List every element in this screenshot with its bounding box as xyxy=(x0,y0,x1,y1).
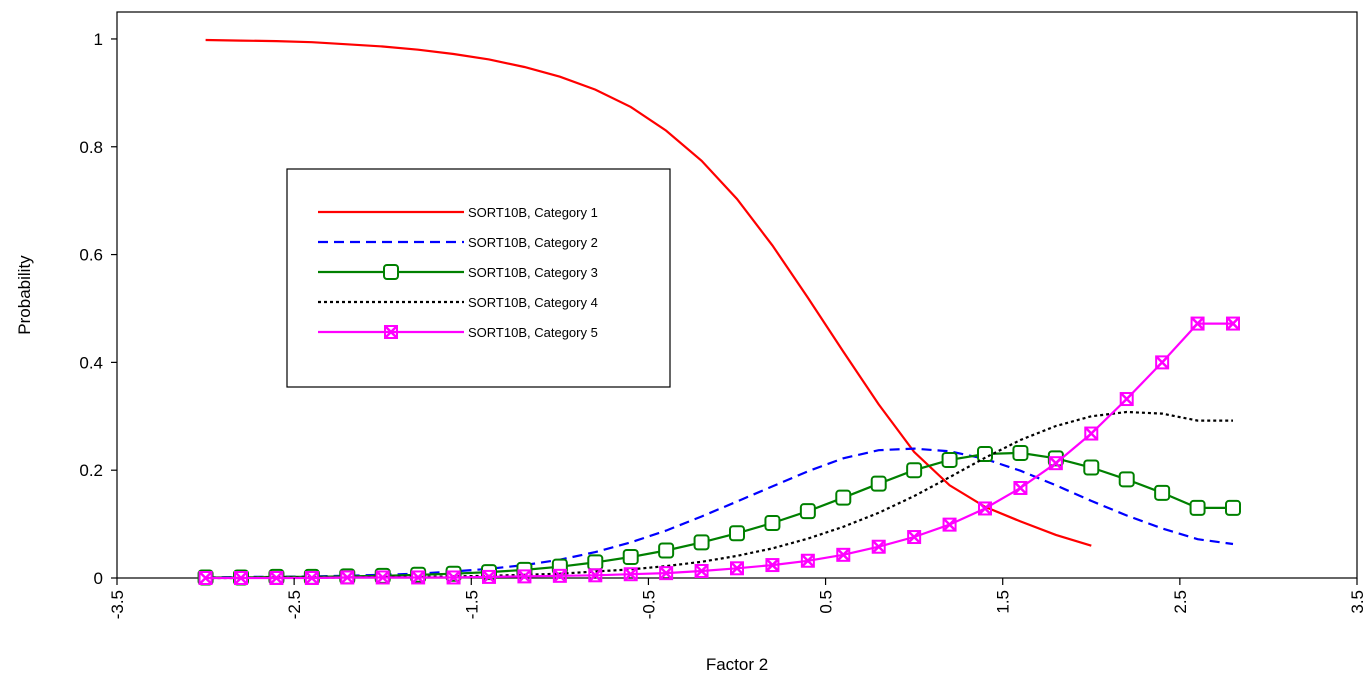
x-tick-label: 0.5 xyxy=(817,590,836,614)
legend-label: SORT10B, Category 3 xyxy=(468,265,598,280)
legend-box xyxy=(286,168,671,388)
series-5-point xyxy=(659,566,674,581)
legend-label: SORT10B, Category 1 xyxy=(468,205,598,220)
y-axis-title: Probability xyxy=(15,255,34,335)
series-3-point xyxy=(587,554,604,571)
legend-marker xyxy=(383,264,399,280)
series-5-point xyxy=(198,571,213,585)
series-line-4 xyxy=(205,410,1233,580)
series-3-point xyxy=(835,489,852,506)
series-5-point xyxy=(269,571,284,585)
series-5-point xyxy=(446,570,461,585)
series-line-1 xyxy=(205,38,1092,547)
legend-entry-5: SORT10B, Category 5 xyxy=(318,325,598,340)
series-5-point xyxy=(1013,480,1028,495)
series-5-point xyxy=(552,568,567,583)
plot-frame xyxy=(116,11,1358,579)
series-3-point xyxy=(1083,459,1100,476)
series-5-point xyxy=(800,553,815,568)
series-5-point xyxy=(978,501,992,516)
y-tick-label: 0.6 xyxy=(79,246,103,265)
series-3-point xyxy=(693,534,710,551)
series-5-point xyxy=(588,568,603,583)
series-5-point xyxy=(1155,355,1170,370)
series-3-point xyxy=(622,548,639,565)
legend-entry-4: SORT10B, Category 4 xyxy=(318,295,598,310)
series-5-point xyxy=(517,569,532,584)
series-5-point xyxy=(836,547,851,562)
series-3-point xyxy=(1189,499,1206,516)
series-3-point xyxy=(1118,471,1135,488)
series-5-point xyxy=(234,571,248,585)
series-line-2 xyxy=(205,447,1234,579)
series-3-point xyxy=(870,475,887,492)
x-tick-label: -1.5 xyxy=(462,590,481,619)
legend-marker xyxy=(384,325,398,339)
series-5-point xyxy=(1048,456,1063,471)
series-1 xyxy=(205,38,1092,547)
series-5-point xyxy=(340,570,355,585)
series-3-point xyxy=(764,515,781,532)
series-3-point xyxy=(1225,499,1241,516)
y-tick-label: 0 xyxy=(94,569,103,588)
series-3-point xyxy=(658,542,675,559)
series-3-point xyxy=(1012,444,1029,461)
x-tick-label: 2.5 xyxy=(1171,590,1190,614)
series-3-point xyxy=(906,462,923,479)
series-5-point xyxy=(942,517,957,532)
x-tick-label: 1.5 xyxy=(994,590,1013,614)
x-tick-label: 3.5 xyxy=(1348,590,1367,614)
legend-label: SORT10B, Category 4 xyxy=(468,295,598,310)
series-5-point xyxy=(304,571,319,585)
legend-entry-1: SORT10B, Category 1 xyxy=(318,205,598,220)
legend-entry-3: SORT10B, Category 3 xyxy=(318,264,598,280)
series-5-point xyxy=(765,558,780,573)
series-3-point xyxy=(410,566,427,583)
series-5-point xyxy=(1226,316,1240,331)
series-5-point xyxy=(1119,392,1134,407)
x-tick-label: -0.5 xyxy=(639,590,658,619)
series-5-point xyxy=(907,530,922,545)
series-3 xyxy=(197,444,1241,586)
series-3-point xyxy=(941,451,958,468)
y-tick-label: 0.2 xyxy=(79,461,103,480)
series-layer xyxy=(197,38,1241,586)
series-5-point xyxy=(623,567,638,582)
series-5-point xyxy=(375,570,390,585)
series-5-point xyxy=(411,570,426,585)
y-tick-label: 0.8 xyxy=(79,138,103,157)
x-axis-title: Factor 2 xyxy=(706,655,768,674)
series-3-point xyxy=(729,525,745,542)
series-5-point xyxy=(730,561,744,576)
x-tick-label: -3.5 xyxy=(108,590,127,619)
legend-entry-2: SORT10B, Category 2 xyxy=(318,235,598,250)
series-5 xyxy=(198,316,1240,585)
legend-label: SORT10B, Category 2 xyxy=(468,235,598,250)
series-5-point xyxy=(1084,426,1099,441)
legend: SORT10B, Category 1 SORT10B, Category 2 SO… xyxy=(286,168,671,388)
series-5-point xyxy=(694,563,709,578)
legend-label: SORT10B, Category 5 xyxy=(468,325,598,340)
series-3-point xyxy=(977,446,993,463)
y-tick-label: 0.4 xyxy=(79,353,103,372)
series-3-point xyxy=(1154,484,1171,501)
series-5-point xyxy=(482,569,496,584)
series-line-3 xyxy=(205,451,1233,579)
series-5-point xyxy=(871,539,886,554)
y-tick-label: 1 xyxy=(94,30,103,49)
series-5-point xyxy=(1190,316,1205,331)
series-3-point xyxy=(799,503,816,520)
ticks-layer: 0 0.2 0.4 0.6 0.8 1 -3.5 -2.5 -1.5 -0.5 0.5 1.5 2.5 3… xyxy=(79,30,1367,619)
x-tick-label: -2.5 xyxy=(285,590,304,619)
series-4 xyxy=(205,410,1233,580)
series-2 xyxy=(205,447,1234,579)
